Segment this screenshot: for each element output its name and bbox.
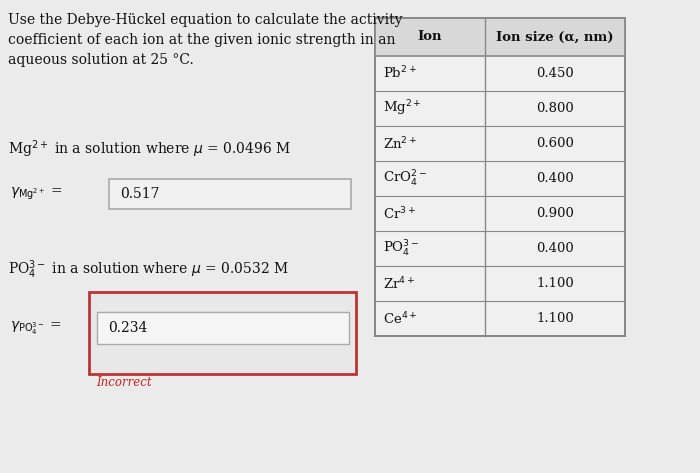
Text: CrO$_4^{2-}$: CrO$_4^{2-}$: [383, 168, 427, 189]
Text: 0.800: 0.800: [536, 102, 574, 115]
Text: 0.900: 0.900: [536, 207, 574, 220]
Text: Incorrect: Incorrect: [96, 376, 152, 389]
Text: Ion size (α, nm): Ion size (α, nm): [496, 30, 614, 44]
FancyBboxPatch shape: [375, 18, 625, 56]
Text: 0.400: 0.400: [536, 242, 574, 255]
Text: 0.517: 0.517: [120, 187, 160, 201]
Text: Ion: Ion: [418, 30, 442, 44]
Text: PO$_4^{3-}$ in a solution where $\mu$ = 0.0532 M: PO$_4^{3-}$ in a solution where $\mu$ = …: [8, 258, 289, 280]
Text: 0.400: 0.400: [536, 172, 574, 185]
FancyBboxPatch shape: [109, 179, 351, 209]
Text: Use the Debye-Hückel equation to calculate the activity
coefficient of each ion : Use the Debye-Hückel equation to calcula…: [8, 13, 402, 67]
Text: 0.234: 0.234: [108, 321, 148, 335]
Text: 0.450: 0.450: [536, 67, 574, 80]
Text: $\gamma_{\mathrm{Mg}^{2+}}$ =: $\gamma_{\mathrm{Mg}^{2+}}$ =: [10, 186, 63, 202]
FancyBboxPatch shape: [375, 18, 625, 336]
Text: Ce$^{4+}$: Ce$^{4+}$: [383, 310, 418, 327]
FancyBboxPatch shape: [97, 312, 349, 344]
FancyBboxPatch shape: [89, 292, 356, 374]
Text: Pb$^{2+}$: Pb$^{2+}$: [383, 65, 417, 82]
Text: PO$_4^{3-}$: PO$_4^{3-}$: [383, 238, 419, 259]
Text: Zn$^{2+}$: Zn$^{2+}$: [383, 135, 417, 152]
Text: Zr$^{4+}$: Zr$^{4+}$: [383, 275, 415, 292]
Text: $\gamma_{\mathrm{PO_4^{3-}}}$ =: $\gamma_{\mathrm{PO_4^{3-}}}$ =: [10, 319, 62, 337]
Text: 1.100: 1.100: [536, 312, 574, 325]
Text: Mg$^{2+}$: Mg$^{2+}$: [383, 99, 421, 118]
Text: 1.100: 1.100: [536, 277, 574, 290]
Text: Cr$^{3+}$: Cr$^{3+}$: [383, 205, 416, 222]
Text: Mg$^{2+}$ in a solution where $\mu$ = 0.0496 M: Mg$^{2+}$ in a solution where $\mu$ = 0.…: [8, 138, 291, 159]
Text: 0.600: 0.600: [536, 137, 574, 150]
